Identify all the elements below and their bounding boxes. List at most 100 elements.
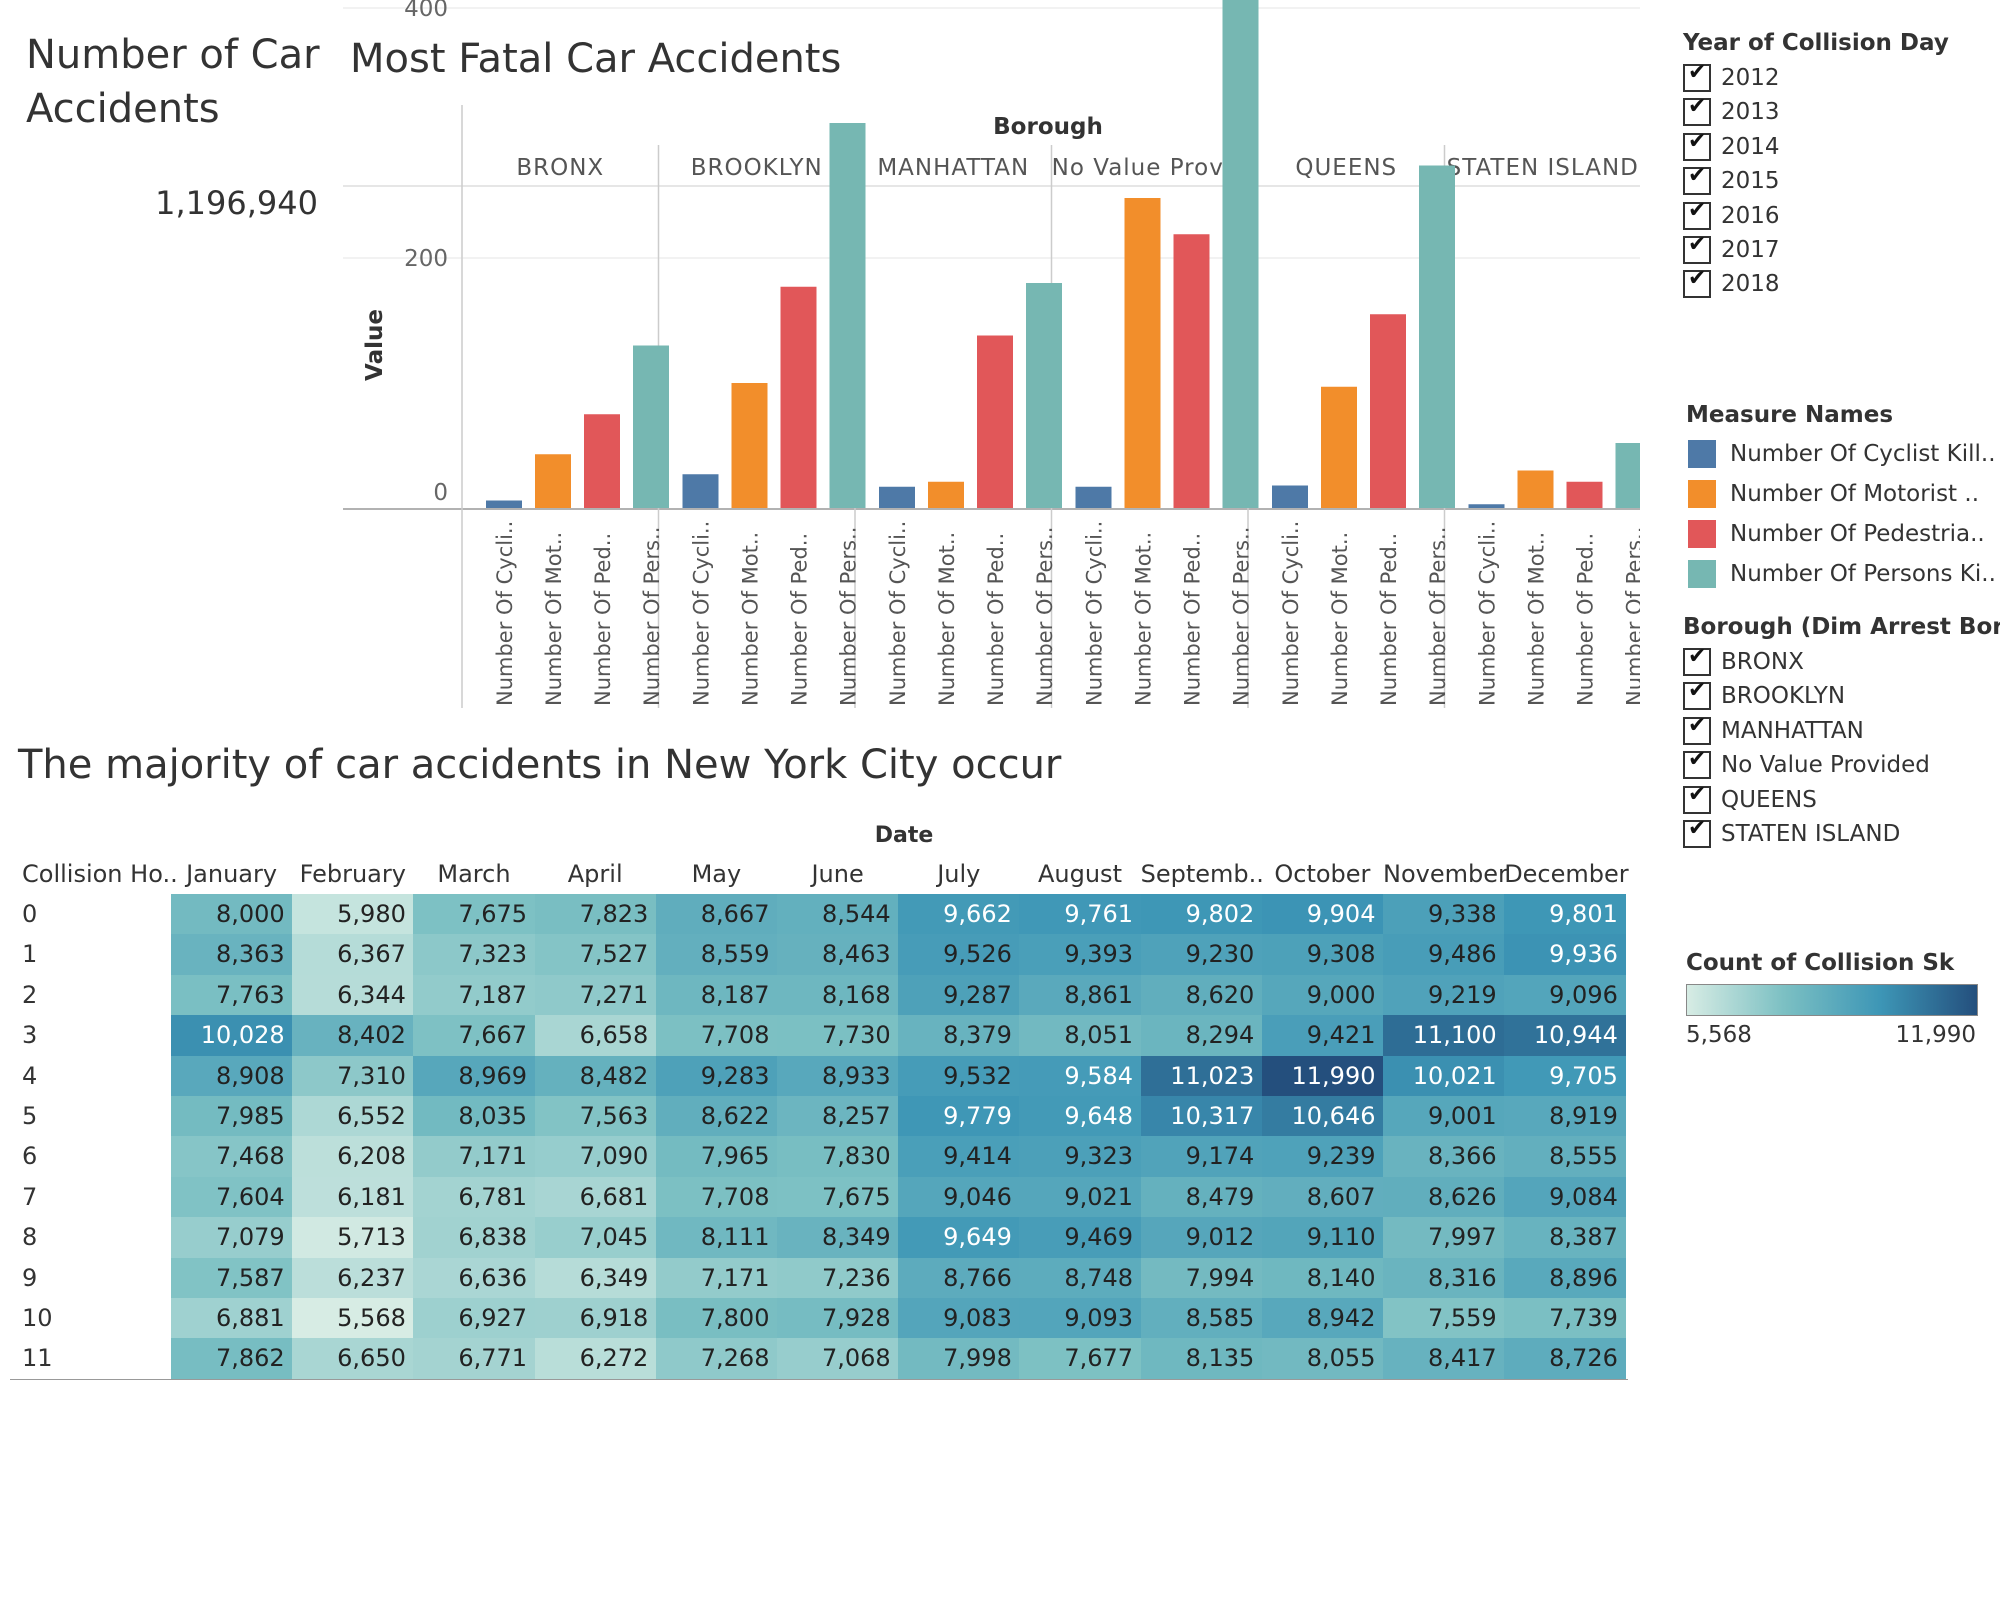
heatmap-cell[interactable]: 8,111 xyxy=(655,1217,778,1259)
bar[interactable] xyxy=(879,486,915,508)
heatmap-cell[interactable]: 9,936 xyxy=(1504,934,1626,976)
heatmap-cell[interactable]: 8,585 xyxy=(1140,1298,1263,1339)
checkbox[interactable]: ✔ xyxy=(1683,816,1711,848)
heatmap-cell[interactable]: 9,096 xyxy=(1504,974,1626,1016)
heatmap-cell[interactable]: 8,402 xyxy=(292,1015,414,1057)
heatmap-cell[interactable]: 7,998 xyxy=(898,1338,1020,1380)
heatmap-cell[interactable]: 8,387 xyxy=(1504,1217,1626,1259)
heatmap-cell[interactable]: 9,662 xyxy=(898,894,1020,935)
heatmap-cell[interactable]: 9,323 xyxy=(1019,1136,1142,1178)
heatmap-cell[interactable]: 8,555 xyxy=(1504,1136,1626,1178)
heatmap-cell[interactable]: 8,055 xyxy=(1261,1338,1384,1380)
heatmap-cell[interactable]: 8,135 xyxy=(1140,1338,1263,1380)
heatmap-cell[interactable]: 7,171 xyxy=(413,1136,536,1178)
heatmap-cell[interactable]: 5,980 xyxy=(292,894,414,935)
heatmap-cell[interactable]: 9,287 xyxy=(898,974,1020,1016)
heatmap-cell[interactable]: 8,187 xyxy=(655,974,778,1016)
heatmap-cell[interactable]: 8,969 xyxy=(413,1055,536,1097)
heatmap-cell[interactable]: 7,079 xyxy=(171,1217,293,1259)
heatmap-cell[interactable]: 7,677 xyxy=(1019,1338,1142,1380)
heatmap-cell[interactable]: 10,944 xyxy=(1504,1015,1626,1057)
bar[interactable] xyxy=(1468,504,1505,508)
heatmap-cell[interactable]: 7,763 xyxy=(171,974,293,1016)
bar[interactable] xyxy=(682,474,719,508)
bar[interactable] xyxy=(1566,481,1603,508)
heatmap-cell[interactable]: 5,713 xyxy=(292,1217,414,1259)
heatmap-cell[interactable]: 11,100 xyxy=(1383,1015,1505,1057)
heatmap-cell[interactable]: 8,479 xyxy=(1140,1176,1263,1218)
heatmap-cell[interactable]: 9,174 xyxy=(1140,1136,1263,1178)
bar[interactable] xyxy=(1321,386,1357,508)
heatmap-cell[interactable]: 6,771 xyxy=(413,1338,536,1380)
heatmap-cell[interactable]: 8,622 xyxy=(655,1096,778,1137)
heatmap-cell[interactable]: 9,283 xyxy=(655,1055,778,1097)
heatmap-cell[interactable]: 6,181 xyxy=(292,1176,414,1218)
heatmap-cell[interactable]: 9,338 xyxy=(1383,894,1505,935)
checkbox[interactable]: ✔ xyxy=(1683,644,1711,676)
heatmap-cell[interactable]: 6,918 xyxy=(534,1298,657,1339)
heatmap-cell[interactable]: 6,681 xyxy=(534,1176,657,1218)
heatmap-cell[interactable]: 7,271 xyxy=(534,974,657,1016)
heatmap-cell[interactable]: 7,068 xyxy=(777,1338,899,1380)
heatmap-cell[interactable]: 7,675 xyxy=(777,1176,899,1218)
heatmap-cell[interactable]: 8,051 xyxy=(1019,1015,1142,1057)
bar[interactable] xyxy=(780,286,817,508)
heatmap-cell[interactable]: 9,584 xyxy=(1019,1055,1142,1097)
heatmap-cell[interactable]: 6,272 xyxy=(534,1338,657,1380)
heatmap-cell[interactable]: 6,552 xyxy=(292,1096,414,1137)
bar[interactable] xyxy=(584,414,620,508)
bar[interactable] xyxy=(633,345,669,509)
heatmap-cell[interactable]: 9,001 xyxy=(1383,1096,1505,1137)
heatmap-cell[interactable]: 11,023 xyxy=(1140,1055,1263,1097)
heatmap-cell[interactable]: 8,035 xyxy=(413,1096,536,1137)
heatmap-cell[interactable]: 8,626 xyxy=(1383,1176,1505,1218)
heatmap-cell[interactable]: 10,646 xyxy=(1261,1096,1384,1137)
bar[interactable] xyxy=(1124,198,1161,508)
checkbox[interactable]: ✔ xyxy=(1683,232,1711,264)
bar[interactable] xyxy=(1419,165,1455,509)
heatmap-cell[interactable]: 7,310 xyxy=(292,1055,414,1097)
heatmap-cell[interactable]: 5,568 xyxy=(292,1298,414,1339)
heatmap-cell[interactable]: 9,414 xyxy=(898,1136,1020,1178)
heatmap-cell[interactable]: 9,779 xyxy=(898,1096,1020,1137)
heatmap-cell[interactable]: 8,417 xyxy=(1383,1338,1505,1380)
bar[interactable] xyxy=(829,123,866,508)
heatmap-cell[interactable]: 8,559 xyxy=(655,934,778,976)
heatmap-cell[interactable]: 8,908 xyxy=(171,1055,293,1097)
heatmap-cell[interactable]: 7,604 xyxy=(171,1176,293,1218)
checkbox[interactable]: ✔ xyxy=(1683,713,1711,745)
heatmap-cell[interactable]: 7,268 xyxy=(655,1338,778,1380)
heatmap-cell[interactable]: 6,881 xyxy=(171,1298,293,1339)
heatmap-cell[interactable]: 6,367 xyxy=(292,934,414,976)
heatmap-cell[interactable]: 7,739 xyxy=(1504,1298,1626,1339)
bar[interactable] xyxy=(731,383,768,508)
checkbox[interactable]: ✔ xyxy=(1683,198,1711,230)
heatmap-cell[interactable]: 9,012 xyxy=(1140,1217,1263,1259)
bar[interactable] xyxy=(1272,485,1308,509)
heatmap-cell[interactable]: 8,861 xyxy=(1019,974,1142,1016)
checkbox[interactable]: ✔ xyxy=(1683,129,1711,161)
heatmap-cell[interactable]: 9,230 xyxy=(1140,934,1263,976)
heatmap-cell[interactable]: 7,965 xyxy=(655,1136,778,1178)
heatmap-cell[interactable]: 9,802 xyxy=(1140,894,1263,935)
heatmap-cell[interactable]: 9,084 xyxy=(1504,1176,1626,1218)
heatmap-cell[interactable]: 9,000 xyxy=(1261,974,1384,1016)
heatmap-cell[interactable]: 9,083 xyxy=(898,1298,1020,1339)
heatmap-cell[interactable]: 7,236 xyxy=(777,1257,899,1299)
checkbox[interactable]: ✔ xyxy=(1683,60,1711,92)
heatmap-cell[interactable]: 7,730 xyxy=(777,1015,899,1057)
heatmap-cell[interactable]: 6,658 xyxy=(534,1015,657,1057)
bar[interactable] xyxy=(977,335,1013,509)
heatmap-cell[interactable]: 8,896 xyxy=(1504,1257,1626,1299)
bar[interactable] xyxy=(1517,470,1554,509)
heatmap-cell[interactable]: 9,526 xyxy=(898,934,1020,976)
heatmap-cell[interactable]: 7,800 xyxy=(655,1298,778,1339)
heatmap-cell[interactable]: 7,667 xyxy=(413,1015,536,1057)
heatmap-cell[interactable]: 8,748 xyxy=(1019,1257,1142,1299)
heatmap-cell[interactable]: 9,532 xyxy=(898,1055,1020,1097)
heatmap-cell[interactable]: 8,766 xyxy=(898,1257,1020,1299)
bar[interactable] xyxy=(535,454,571,508)
heatmap-cell[interactable]: 8,933 xyxy=(777,1055,899,1097)
heatmap-cell[interactable]: 6,838 xyxy=(413,1217,536,1259)
heatmap-cell[interactable]: 9,904 xyxy=(1261,894,1384,935)
